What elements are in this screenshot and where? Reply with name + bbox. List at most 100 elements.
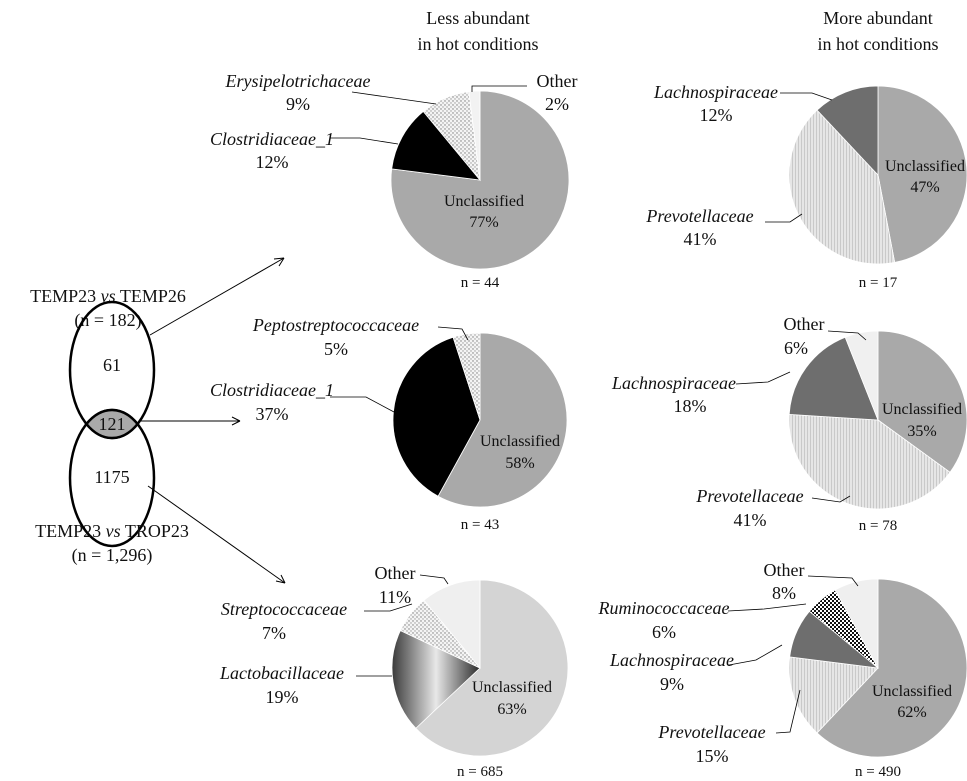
venn-bottom-title-vs: vs <box>106 521 121 541</box>
pie5-pct-unclassified: 63% <box>497 701 526 718</box>
pie6-pct-ruminococcaceae: 6% <box>652 622 676 642</box>
pie2-pct-prevotellaceae: 41% <box>684 229 717 249</box>
pie2-pct-lachnospiraceae: 12% <box>700 105 733 125</box>
pie5-pct-other: 11% <box>379 587 411 607</box>
pie1-pct-erysipelotrichaceae: 9% <box>286 94 310 114</box>
arrow-to-bottom-pie <box>147 485 286 584</box>
pie1-pct-unclassified: 77% <box>469 214 498 231</box>
pie1-slice-clostridiaceae-1 <box>391 110 481 181</box>
arrow-to-top-pie-head <box>273 257 285 267</box>
n-label-pie-4: n = 78 <box>859 518 897 534</box>
pie6-pct-prevotellaceae: 15% <box>696 746 729 766</box>
pie2-leader-prevotellaceae <box>765 213 803 223</box>
pie1-label-clostridiaceae: Clostridiaceae_1 <box>210 129 334 149</box>
pie6-leader-lachnospiraceae <box>728 644 783 666</box>
venn-overlap-count: 121 <box>99 414 126 434</box>
pie1-leader-clostridiaceae <box>330 137 399 145</box>
pie-more-temp26 <box>788 85 967 265</box>
pie6-pct-unclassified: 62% <box>897 704 926 721</box>
venn-bottom-title-b: TROP23 <box>121 521 189 541</box>
pie3-label-clostridiaceae: Clostridiaceae_1 <box>210 380 334 400</box>
pie6-slice-unclassified <box>816 578 967 758</box>
venn-bottom-title-a: TEMP23 <box>35 521 106 541</box>
pie4-label-lachnospiraceae: Lachnospiraceae <box>611 373 736 393</box>
pie5-slice-lactobacillaceae <box>391 629 481 729</box>
venn-diagram: TEMP23 vs TEMP26 (n = 182) 61 121 1175 T… <box>30 257 286 584</box>
pie4-pct-other: 6% <box>784 338 808 358</box>
pie2-slice-prevotellaceae <box>788 109 896 265</box>
pie3-pct-peptostreptococcaceae: 5% <box>324 339 348 359</box>
pie1-pct-other: 2% <box>545 94 569 114</box>
pie5-pct-streptococcaceae: 7% <box>262 623 286 643</box>
pie4-pct-lachnospiraceae: 18% <box>674 396 707 416</box>
n-label-pie-5: n = 685 <box>457 764 503 780</box>
pie-less-trop23 <box>391 579 569 757</box>
pie5-label-lactobacillaceae: Lactobacillaceae <box>219 663 344 683</box>
pie1-label-other: Other <box>537 71 578 91</box>
header-less-line1: Less abundant <box>426 8 529 28</box>
pie4-pct-prevotellaceae: 41% <box>734 510 767 530</box>
pie2-label-unclassified: Unclassified <box>885 158 965 175</box>
pie1-pct-clostridiaceae: 12% <box>256 152 289 172</box>
venn-top-count: (n = 182) <box>74 310 141 331</box>
pie4-leader-lachnospiraceae <box>735 371 791 385</box>
pie2-pct-unclassified: 47% <box>910 179 939 196</box>
pie1-leader-erysipelotrichaceae <box>351 91 437 105</box>
pie1-label-unclassified: Unclassified <box>444 193 524 210</box>
pie6-leader-prevotellaceae <box>775 689 801 734</box>
pie3-slice-unclassified <box>437 332 568 508</box>
pie4-leader-other <box>827 330 867 341</box>
pie5-slice-unclassified <box>415 579 569 757</box>
pie6-slice-other <box>834 578 879 669</box>
pie6-leader-other <box>807 575 859 587</box>
pie3-label-unclassified: Unclassified <box>480 433 560 450</box>
pie-less-shared <box>392 332 568 508</box>
pie4-label-other: Other <box>784 314 825 334</box>
venn-top-only-count: 61 <box>103 355 121 375</box>
n-label-pie-1: n = 44 <box>461 275 500 291</box>
pie-more-shared <box>788 330 967 510</box>
venn-top-title-a: TEMP23 <box>30 286 101 306</box>
pie6-pct-other: 8% <box>772 583 796 603</box>
pie5-leader-streptococcaceae <box>364 603 413 612</box>
venn-top-title: TEMP23 vs TEMP26 <box>30 286 186 306</box>
pie-more-trop23 <box>788 578 967 758</box>
pie2-label-prevotellaceae: Prevotellaceae <box>645 206 753 226</box>
pie1-slice-other <box>468 90 481 181</box>
venn-top-title-b: TEMP26 <box>116 286 186 306</box>
pie5-label-other: Other <box>375 563 416 583</box>
pie4-slice-unclassified <box>877 330 967 473</box>
venn-bottom-only-count: 1175 <box>94 467 129 487</box>
pie1-label-erysipelotrichaceae: Erysipelotrichaceae <box>225 71 371 91</box>
pie3-pct-clostridiaceae: 37% <box>256 404 289 424</box>
arrow-to-bottom-pie-head <box>275 574 286 584</box>
pie3-slice-peptostreptococcaceae <box>452 332 481 421</box>
header-less-line2: in hot conditions <box>418 34 539 54</box>
venn-bottom-title: TEMP23 vs TROP23 <box>35 521 189 541</box>
pie3-label-peptostreptococcaceae: Peptostreptococcaceae <box>252 315 419 335</box>
pie6-pct-lachnospiraceae: 9% <box>660 674 684 694</box>
n-label-pie-2: n = 17 <box>859 275 898 291</box>
pie5-leader-other <box>419 574 449 585</box>
n-label-pie-3: n = 43 <box>461 517 499 533</box>
pie4-leader-prevotellaceae <box>811 495 851 503</box>
venn-bottom-count: (n = 1,296) <box>72 545 153 566</box>
pie4-slice-other <box>844 330 879 421</box>
header-more-line1: More abundant <box>823 8 932 28</box>
venn-overlap-fill <box>84 408 140 440</box>
pie6-label-other: Other <box>764 560 805 580</box>
arrow-to-middle-pie-head <box>231 416 241 426</box>
pie4-pct-unclassified: 35% <box>907 423 936 440</box>
pie6-leader-ruminococcaceae <box>727 603 807 612</box>
pie5-pct-lactobacillaceae: 19% <box>266 687 299 707</box>
pie4-slice-prevotellaceae <box>788 413 951 510</box>
pie6-slice-prevotellaceae <box>788 656 879 734</box>
pie1-leader-other <box>471 85 527 92</box>
pie5-slice-other <box>423 579 481 670</box>
pie3-pct-unclassified: 58% <box>505 455 534 472</box>
pie2-label-lachnospiraceae: Lachnospiraceae <box>653 82 778 102</box>
pie4-slice-lachnospiraceae <box>788 336 879 421</box>
n-label-pie-6: n = 490 <box>855 764 901 780</box>
pie6-label-unclassified: Unclassified <box>872 683 952 700</box>
